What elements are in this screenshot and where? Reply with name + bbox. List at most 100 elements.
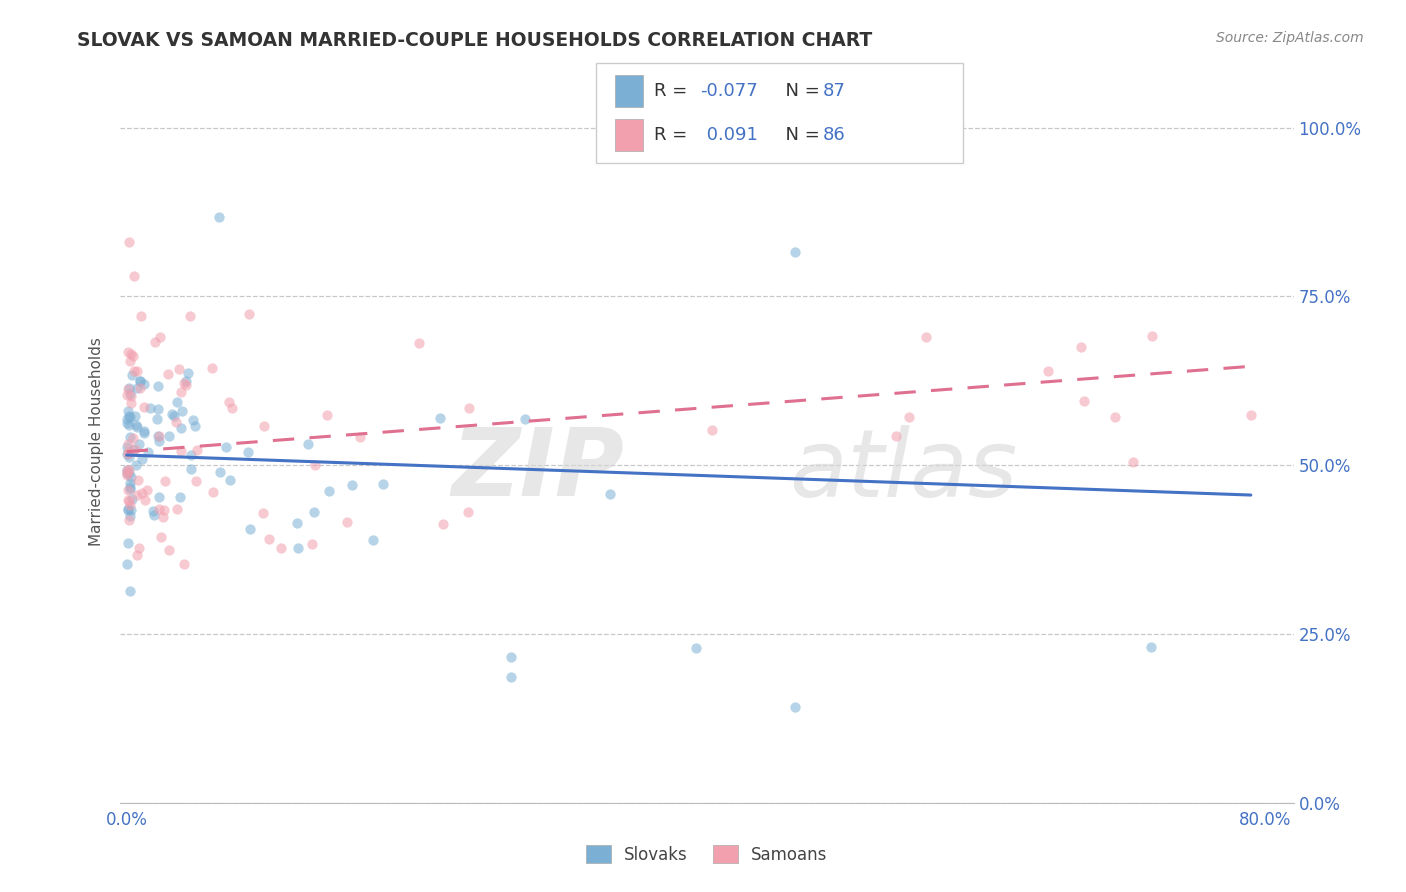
Point xyxy=(599,486,621,500)
Point xyxy=(117,502,139,516)
Point xyxy=(170,444,193,458)
Text: atlas: atlas xyxy=(789,425,1017,516)
Point xyxy=(121,491,143,506)
Point xyxy=(287,541,309,556)
Point xyxy=(120,347,142,361)
Point xyxy=(118,476,141,491)
Point xyxy=(132,426,155,441)
Point xyxy=(173,376,195,391)
Point xyxy=(287,516,309,530)
Point xyxy=(304,458,326,472)
Point xyxy=(336,515,359,529)
Point xyxy=(180,462,202,476)
Point xyxy=(118,513,141,527)
Point xyxy=(120,483,142,497)
Point xyxy=(166,502,188,516)
Point xyxy=(1140,640,1163,655)
Point xyxy=(785,700,807,714)
Point xyxy=(218,395,240,409)
Point xyxy=(139,401,162,416)
Point xyxy=(215,441,238,455)
Point xyxy=(153,502,176,516)
Point xyxy=(209,465,232,479)
Point xyxy=(117,463,139,477)
Point xyxy=(1240,408,1263,422)
Point xyxy=(219,473,242,487)
Point xyxy=(117,412,139,426)
Point xyxy=(1073,394,1095,409)
Point xyxy=(180,449,202,463)
Point xyxy=(117,418,139,433)
Point xyxy=(221,401,243,415)
Point xyxy=(120,470,142,484)
Point xyxy=(236,445,259,459)
Point xyxy=(118,584,141,599)
Point xyxy=(121,349,143,363)
Point xyxy=(148,429,170,443)
Text: Source: ZipAtlas.com: Source: ZipAtlas.com xyxy=(1216,31,1364,45)
Point xyxy=(127,548,149,562)
Point xyxy=(165,415,187,429)
Point xyxy=(202,484,225,499)
Point xyxy=(118,430,141,444)
Point xyxy=(179,309,201,323)
Point xyxy=(146,429,169,443)
Point xyxy=(898,410,921,425)
Point xyxy=(148,434,170,448)
Point xyxy=(253,419,276,434)
Point xyxy=(120,354,142,368)
Point xyxy=(170,385,193,400)
Point xyxy=(363,533,385,547)
Point xyxy=(117,444,139,458)
Point xyxy=(136,444,159,458)
Point xyxy=(458,401,481,416)
Point xyxy=(115,467,138,481)
Text: ZIP: ZIP xyxy=(451,425,624,516)
Point xyxy=(120,503,142,517)
Point xyxy=(117,382,139,396)
Point xyxy=(301,537,323,551)
Point xyxy=(886,429,908,443)
Point xyxy=(163,409,186,423)
Point xyxy=(117,345,139,359)
Point xyxy=(785,244,807,259)
Text: -0.077: -0.077 xyxy=(700,82,758,100)
Point xyxy=(124,417,146,432)
Point xyxy=(117,409,139,424)
Point xyxy=(169,490,191,504)
Point xyxy=(148,502,170,516)
Point xyxy=(170,404,193,418)
Point xyxy=(371,477,394,491)
Point xyxy=(120,410,142,425)
Point xyxy=(117,436,139,450)
Point xyxy=(208,211,231,225)
Point xyxy=(270,541,292,555)
Point xyxy=(115,463,138,477)
Point xyxy=(174,378,197,392)
Point xyxy=(432,517,454,532)
Y-axis label: Married-couple Households: Married-couple Households xyxy=(89,337,104,546)
Point xyxy=(117,536,139,550)
Point xyxy=(146,411,169,425)
Point xyxy=(141,504,163,518)
Point xyxy=(201,360,224,375)
Point xyxy=(186,443,208,458)
Point xyxy=(1104,409,1126,424)
Point xyxy=(174,374,197,388)
Text: 87: 87 xyxy=(823,82,846,100)
Point xyxy=(120,396,142,410)
Point xyxy=(118,450,141,464)
Point xyxy=(318,483,340,498)
Point xyxy=(170,421,193,435)
Point xyxy=(184,419,207,434)
Point xyxy=(143,508,166,522)
Point xyxy=(120,480,142,494)
Point xyxy=(156,368,179,382)
Point xyxy=(146,402,169,417)
Point xyxy=(117,493,139,508)
Text: N =: N = xyxy=(773,82,825,100)
Point xyxy=(125,419,148,434)
Point xyxy=(121,442,143,457)
Point xyxy=(150,530,173,544)
Point xyxy=(160,407,183,421)
